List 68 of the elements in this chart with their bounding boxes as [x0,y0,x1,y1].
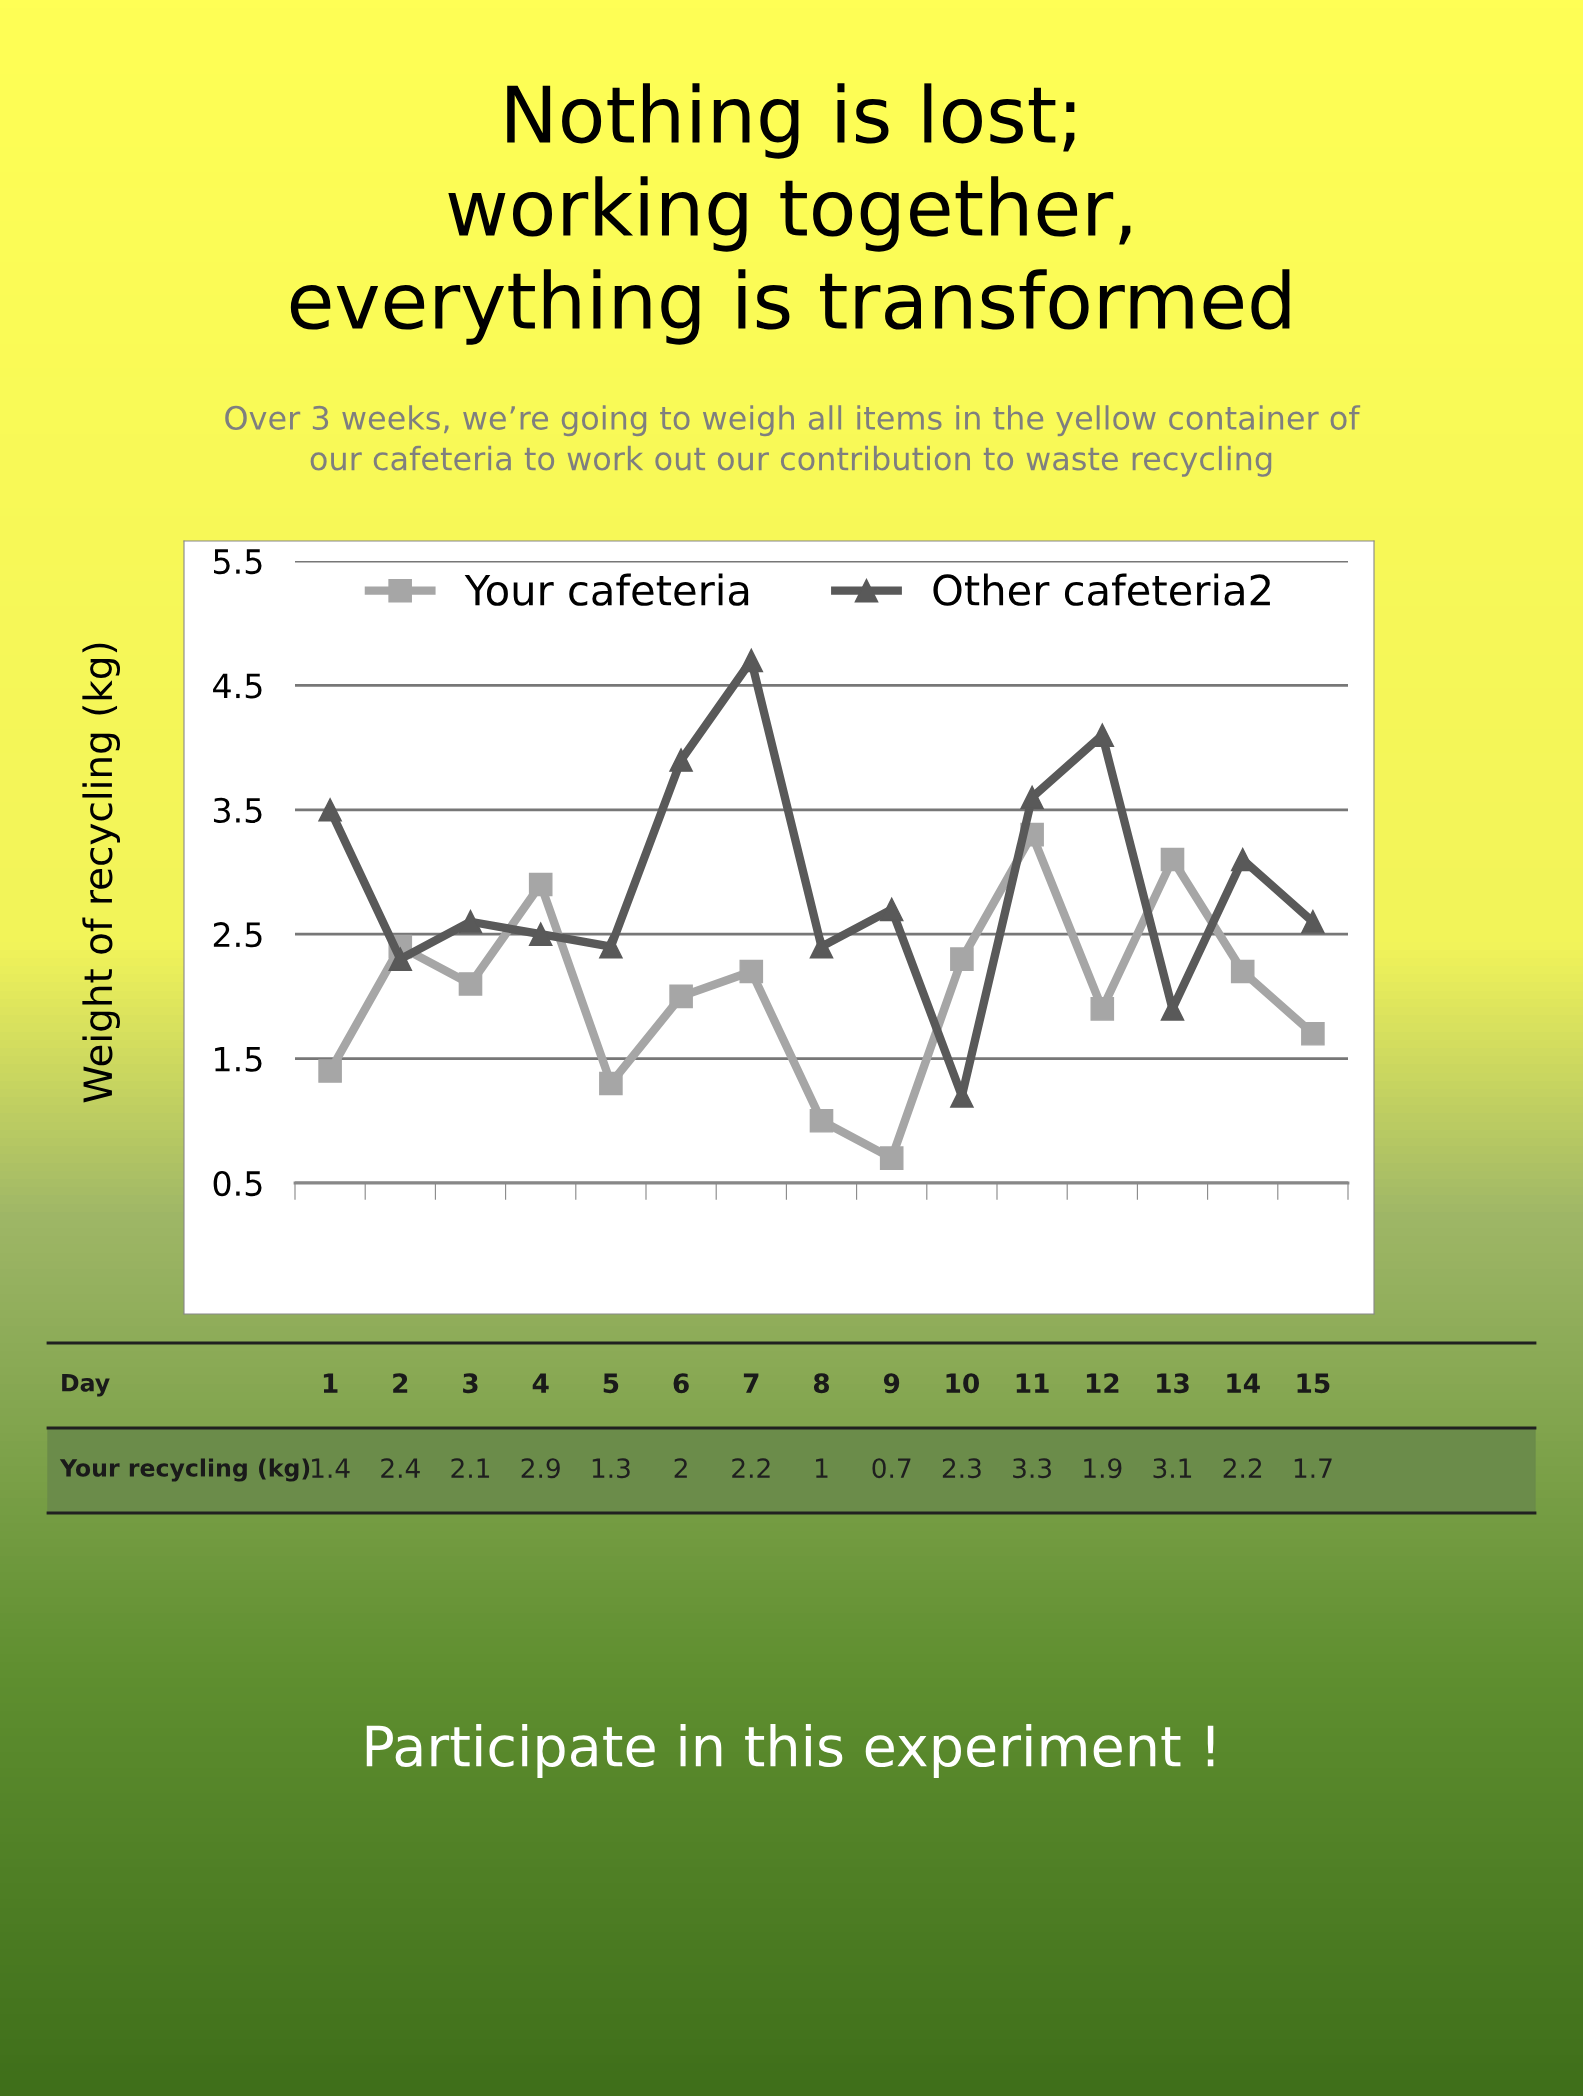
point [528,872,553,897]
data-label: 2.2 [1223,1458,1262,1478]
point [528,922,553,947]
point [458,972,483,996]
data-label: 0.7 [872,1458,911,1479]
point [879,897,904,922]
point [1301,1021,1325,1046]
x-tick-label: 6 [673,1373,689,1394]
legend-label: Other cafeteria2 [933,573,1270,606]
data-label: 1.4 [312,1458,350,1478]
data-label: 2 [674,1458,687,1478]
x-tick-label: 1 [323,1373,338,1393]
x-tick-label: 2 [393,1373,408,1393]
chart-subtitle: Over 3 weeks, we’re going to weigh all items in the yellow container of our cafeteria to work out our contribution to waste recycling [225,405,1361,477]
x-tick-label: 4 [532,1373,549,1393]
point [318,1059,342,1083]
point [809,934,834,959]
point [1301,909,1325,934]
data-label: 2.2 [732,1458,770,1478]
y-tick-label: 3.5 [213,797,262,823]
data-label: 2.4 [381,1458,420,1478]
point [388,947,413,971]
x-tick-label: 15 [1297,1373,1330,1394]
point [739,959,764,984]
point [950,947,974,971]
x-tick-label: 8 [813,1373,830,1394]
point [809,1108,834,1133]
data-label: 3.1 [1153,1458,1192,1479]
legend-label: Your cafeteria [464,573,749,606]
point [318,797,342,822]
point [1020,785,1044,810]
x-tick-label: 14 [1227,1373,1260,1393]
chart-title: Nothing is lost; working together, everything is transformed [290,83,1290,345]
data-label: 1 [816,1458,828,1478]
point [1230,959,1255,984]
x-tick-label: 11 [1016,1373,1049,1393]
x-tick-label: 9 [883,1373,900,1394]
x-tick-label: 7 [743,1373,759,1393]
data-label: 1.9 [1084,1458,1122,1479]
y-tick-label: 2.5 [213,922,262,948]
data-label: 2.3 [942,1458,981,1479]
point [669,984,693,1009]
point [1160,847,1185,872]
text: Day [62,1374,110,1397]
y-tick-label: 1.5 [215,1046,262,1072]
data-label: 2.1 [451,1458,490,1478]
point [879,1146,904,1170]
data-label: 1.3 [592,1458,630,1479]
x-tick-label: 3 [463,1373,478,1394]
point [739,648,764,673]
data-label: 2.9 [521,1458,560,1479]
data-label: 1.7 [1294,1458,1332,1478]
text: Participate in this experiment ! [366,1724,1214,1778]
point [599,1071,623,1096]
y-tick-label: 4.5 [213,673,262,699]
x-tick-label: 13 [1157,1373,1189,1394]
x-tick-label: 5 [603,1373,619,1394]
x-tick-label: 10 [946,1373,979,1394]
data-label: 3.3 [1013,1458,1051,1479]
x-tick-label: 12 [1086,1373,1119,1393]
y-tick-label: 5.5 [214,549,262,575]
point [458,909,483,934]
y-tick-label: 0.5 [213,1170,262,1197]
text: Your recycling (kg) [59,1458,310,1482]
y-axis-title: Weight of recycling (kg) [82,643,120,1103]
point [1090,997,1115,1021]
point [599,934,623,959]
point [669,748,693,772]
